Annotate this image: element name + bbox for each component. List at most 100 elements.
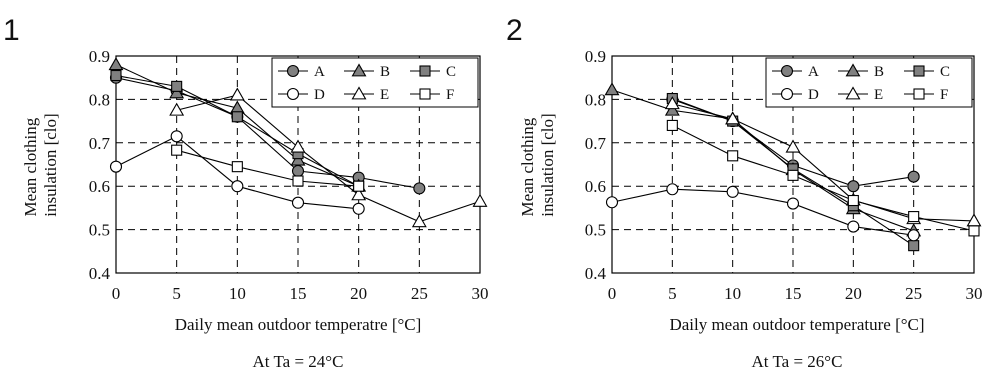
data-point-E — [169, 102, 185, 116]
data-point-D — [786, 197, 800, 210]
data-point-D — [170, 130, 183, 143]
data-point-E — [229, 87, 245, 101]
series-line-E — [672, 103, 975, 222]
x-tick-label: 5 — [172, 284, 181, 303]
x-axis-title-1: Daily mean outdoor temperatre [°C] — [175, 315, 422, 334]
legend-marker-E — [351, 86, 367, 100]
data-point-F — [908, 211, 920, 223]
data-point-F — [727, 150, 739, 162]
y-tick-label: 0.5 — [89, 221, 110, 240]
legend-label-D: D — [808, 87, 819, 103]
legend-label-B: B — [380, 64, 390, 80]
legend-marker-C — [419, 65, 431, 77]
legend-marker-E — [845, 86, 861, 100]
chart-panel-1: 1 Mean clothing insulation [clo] 0.4 0.5 0… — [3, 14, 489, 371]
series-line-D — [611, 188, 914, 236]
y-axis-title-line2: insulation [clo] — [538, 113, 557, 216]
y-tick-label: 0.8 — [585, 90, 606, 109]
legend-marker-B — [351, 63, 367, 77]
data-point-A — [907, 170, 920, 183]
data-point-A — [413, 182, 426, 195]
y-tick-label: 0.9 — [585, 47, 606, 66]
y-axis-title-line2: insulation [clo] — [41, 113, 60, 216]
x-tick-label: 25 — [905, 284, 922, 303]
x-tick-label: 10 — [724, 284, 741, 303]
data-point-E — [290, 139, 306, 153]
y-axis-title-1: Mean clothing insulation [clo] — [21, 113, 60, 216]
caption-2: At Ta = 26°C — [752, 352, 843, 371]
y-axis-title-2: Mean clothing insulation [clo] — [518, 113, 557, 216]
data-point-E — [351, 187, 367, 201]
x-tick-label: 20 — [845, 284, 862, 303]
x-tick-label: 20 — [350, 284, 367, 303]
legend-marker-F — [419, 88, 431, 100]
data-point-C — [171, 80, 183, 92]
x-tick-label: 30 — [966, 284, 983, 303]
series-line-E — [176, 94, 481, 223]
data-point-A — [291, 164, 305, 178]
x-tick-label: 30 — [472, 284, 489, 303]
data-point-B — [604, 82, 620, 96]
y-axis-title-line1: Mean clothing — [518, 117, 537, 216]
data-point-F — [292, 175, 304, 187]
series-line-F — [672, 124, 975, 232]
data-point-F — [787, 169, 799, 181]
y-axis-title-line1: Mean clothing — [21, 117, 40, 216]
legend-label-C: C — [940, 64, 950, 80]
data-point-E — [664, 96, 680, 110]
legend-label-D: D — [314, 87, 325, 103]
y-tick-label: 0.6 — [585, 177, 606, 196]
legend-label-F: F — [446, 87, 454, 103]
data-point-D — [666, 183, 679, 196]
data-point-E — [411, 214, 427, 228]
data-point-B — [108, 57, 124, 71]
panel-label-2: 2 — [506, 14, 523, 47]
y-tick-label: 0.8 — [89, 90, 110, 109]
data-point-C — [231, 111, 243, 123]
y-tick-label: 0.6 — [89, 177, 110, 196]
legend-2: A B C D E F — [765, 57, 973, 108]
legend-marker-D — [780, 87, 794, 101]
y-tick-label: 0.4 — [585, 264, 607, 283]
y-tick-label: 0.5 — [585, 221, 606, 240]
legend-1: A B C D E F — [271, 57, 479, 108]
data-point-A — [847, 180, 860, 193]
data-point-D — [352, 202, 365, 215]
y-tick-label: 0.9 — [89, 47, 110, 66]
x-tick-label: 25 — [411, 284, 428, 303]
legend-label-F: F — [940, 87, 948, 103]
legend-label-E: E — [874, 87, 883, 103]
data-point-D — [291, 196, 305, 209]
x-tick-label: 5 — [668, 284, 677, 303]
x-tick-label: 15 — [290, 284, 307, 303]
legend-marker-A — [286, 64, 300, 78]
data-point-D — [605, 196, 619, 209]
data-point-F — [171, 144, 183, 156]
x-tick-label: 15 — [785, 284, 802, 303]
data-point-D — [847, 220, 860, 233]
data-point-F — [353, 180, 365, 192]
legend-label-A: A — [808, 64, 819, 80]
series-line-F — [176, 149, 359, 187]
legend-marker-F — [913, 88, 925, 100]
data-point-C — [908, 240, 920, 252]
legend-label-A: A — [314, 64, 325, 80]
data-point-E — [472, 193, 488, 207]
caption-1: At Ta = 24°C — [253, 352, 344, 371]
data-point-D — [907, 229, 920, 242]
data-point-B — [169, 85, 185, 99]
data-point-D — [231, 180, 244, 193]
legend-box — [271, 57, 479, 108]
legend-marker-D — [286, 87, 300, 101]
data-point-E — [785, 139, 801, 153]
legend-marker-C — [913, 65, 925, 77]
y-tick-label: 0.4 — [89, 264, 111, 283]
data-point-E — [966, 213, 982, 227]
y-tick-label: 0.7 — [89, 134, 111, 153]
x-tick-label: 10 — [229, 284, 246, 303]
series-line-B — [611, 89, 914, 232]
panel-label-1: 1 — [3, 14, 20, 47]
data-point-F — [231, 161, 243, 173]
data-point-F — [968, 225, 980, 237]
legend-label-B: B — [874, 64, 884, 80]
